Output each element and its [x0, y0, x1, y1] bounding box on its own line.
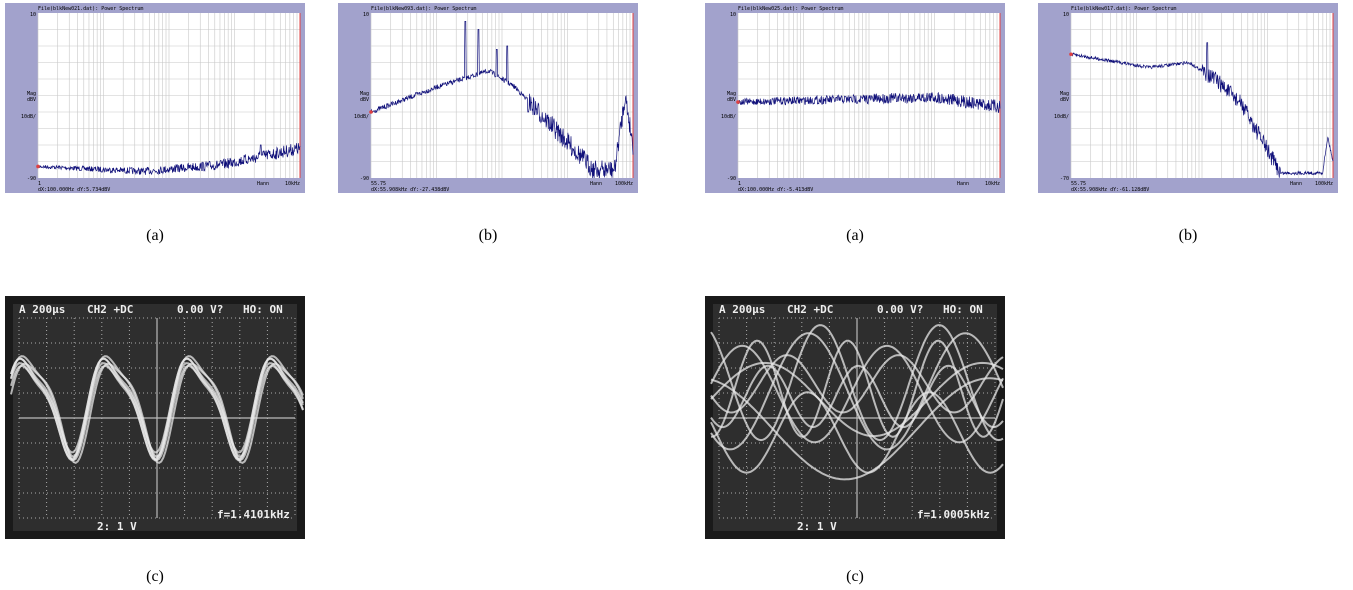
y-unit-label: dBV: [360, 97, 369, 103]
y-unit-label: Mag: [1060, 91, 1069, 97]
plot-title: File(blkNew021.dat): Power Spectrum: [38, 6, 143, 12]
caption: (b): [478, 227, 498, 244]
caption: (c): [146, 568, 164, 585]
x-right-label: 10kHz: [985, 181, 1000, 187]
scope-header: 0.00 V?: [177, 303, 223, 316]
spectrum-trace: [1070, 42, 1334, 178]
y-unit-label: Mag: [360, 91, 369, 97]
readout: dX:100.000Hz dY:-5.413dBV: [738, 187, 813, 193]
readout: dX:55.908kHz dY:-61.128dBV: [1071, 187, 1149, 193]
caption: (a): [146, 227, 164, 244]
marker: [36, 164, 40, 169]
y-scale-label: 10dB/: [721, 114, 736, 120]
scope-trace: [10, 357, 304, 461]
plot-title: File(blkNew025.dat): Power Spectrum: [738, 6, 843, 12]
marker: [736, 100, 740, 104]
y-top-label: 10: [363, 12, 369, 18]
y-top-label: 10: [730, 12, 736, 18]
scope-trace: [710, 332, 1004, 451]
y-bottom-label: -90: [727, 176, 736, 182]
marker: [1069, 52, 1073, 57]
scope-readout: f=1.4101kHz: [217, 508, 290, 521]
y-unit-label: dBV: [27, 97, 36, 103]
scope-footer: 2: 1 V: [97, 520, 137, 533]
x-left-label: 1: [738, 181, 741, 187]
x-right-label: 100kHz: [615, 181, 633, 187]
x-right-label: 10kHz: [285, 181, 300, 187]
caption: (c): [846, 568, 864, 585]
x-left-label: 1: [38, 181, 41, 187]
window-label: Hann: [1290, 181, 1302, 187]
y-bottom-label: -70: [1060, 176, 1069, 182]
y-unit-label: Mag: [727, 91, 736, 97]
scope-header: A 200µs: [19, 303, 65, 316]
oscilloscope-photo: A 200µs CH2 +DC 0.00 V? HO: ON 2: 1 V f=1.000…: [705, 296, 1005, 539]
scope-header: CH2 +DC: [787, 303, 833, 316]
window-label: Hann: [957, 181, 969, 187]
x-right-label: 100kHz: [1315, 181, 1333, 187]
x-left-label: 55.75: [1071, 181, 1086, 187]
scope-trace: [10, 362, 304, 465]
plot-title: File(blkNew093.dat): Power Spectrum: [371, 6, 476, 12]
scope-readout: f=1.0005kHz: [917, 508, 990, 521]
y-scale-label: 10dB/: [21, 114, 36, 120]
y-scale-label: 10dB/: [1054, 114, 1069, 120]
y-unit-label: Mag: [27, 91, 36, 97]
x-left-label: 55.75: [371, 181, 386, 187]
spectrum-trace: [37, 143, 301, 176]
caption: (b): [1178, 227, 1198, 244]
window-label: Hann: [257, 181, 269, 187]
spectrum-trace: [370, 20, 634, 179]
scope-header: HO: ON: [243, 303, 283, 316]
scope-trace: [710, 339, 1004, 438]
y-unit-label: dBV: [1060, 97, 1069, 103]
scope-header: A 200µs: [719, 303, 765, 316]
scope-trace: [710, 354, 1004, 414]
spectrum-trace: [737, 91, 1001, 114]
y-top-label: 10: [30, 12, 36, 18]
y-top-label: 10: [1063, 12, 1069, 18]
scope-trace: [710, 344, 1004, 444]
scope-footer: 2: 1 V: [797, 520, 837, 533]
y-bottom-label: -90: [27, 176, 36, 182]
y-scale-label: 10dB/: [354, 114, 369, 120]
scope-trace: [710, 361, 1004, 438]
plot-title: File(blkNew017.dat): Power Spectrum: [1071, 6, 1176, 12]
oscilloscope-photo: A 200µs CH2 +DC 0.00 V? HO: ON 2: 1 V f=1.410…: [5, 296, 305, 539]
scope-trace: [710, 391, 1004, 474]
marker: [369, 110, 373, 114]
y-bottom-label: -90: [360, 176, 369, 182]
scope-header: CH2 +DC: [87, 303, 133, 316]
scope-header: HO: ON: [943, 303, 983, 316]
window-label: Hann: [590, 181, 602, 187]
scope-header: 0.00 V?: [877, 303, 923, 316]
readout: dX:100.000Hz dY:5.734dBV: [38, 187, 110, 193]
readout: dX:55.908kHz dY:-27.438dBV: [371, 187, 449, 193]
caption: (a): [846, 227, 864, 244]
y-unit-label: dBV: [727, 97, 736, 103]
